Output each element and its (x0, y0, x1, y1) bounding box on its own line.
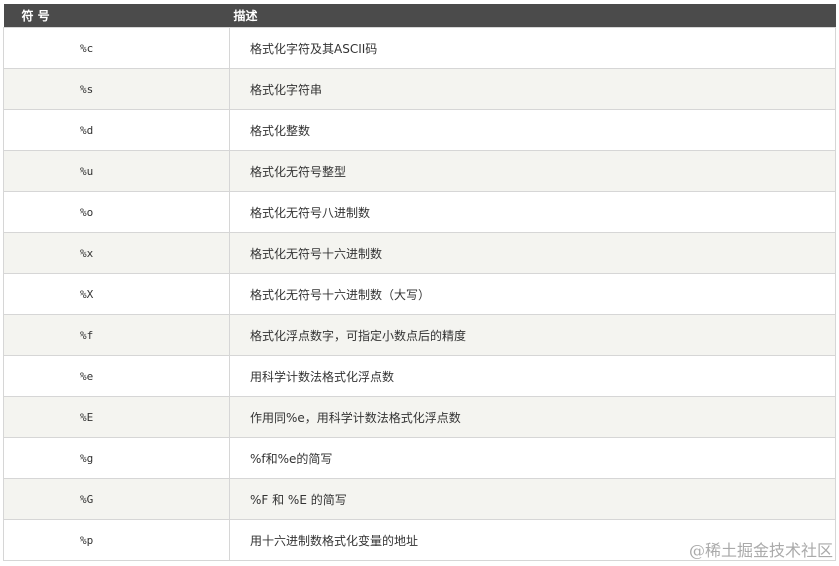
symbol-cell: %p (3, 519, 230, 561)
table-row: %e 用科学计数法格式化浮点数 (3, 355, 836, 397)
table-row: %g %f和%e的简写 (3, 437, 836, 479)
table-row: %G %F 和 %E 的简写 (3, 478, 836, 520)
description-cell: 格式化浮点数字，可指定小数点后的精度 (229, 314, 836, 356)
description-cell: 用科学计数法格式化浮点数 (229, 355, 836, 397)
symbol-cell: %x (3, 232, 230, 274)
description-cell: 作用同%e，用科学计数法格式化浮点数 (229, 396, 836, 438)
symbol-cell: %e (3, 355, 230, 397)
watermark: @稀土掘金技术社区 (688, 541, 833, 560)
table-row: %o 格式化无符号八进制数 (3, 191, 836, 233)
description-cell: 格式化整数 (229, 109, 836, 151)
description-cell: 格式化字符及其ASCII码 (229, 27, 836, 69)
table-row: %f 格式化浮点数字，可指定小数点后的精度 (3, 314, 836, 356)
symbol-cell: %E (3, 396, 230, 438)
symbol-cell: %c (3, 27, 230, 69)
description-cell: 用十六进制数格式化变量的地址 (229, 519, 836, 561)
table-row: %E 作用同%e，用科学计数法格式化浮点数 (3, 396, 836, 438)
description-cell: %F 和 %E 的简写 (229, 478, 836, 520)
format-specifier-table: 符 号 描述 %c 格式化字符及其ASCII码 %s 格式化字符串 %d 格式化整数 %u 格… (3, 4, 836, 561)
description-cell: 格式化无符号十六进制数（大写） (229, 273, 836, 315)
description-cell: 格式化无符号八进制数 (229, 191, 836, 233)
header-symbol: 符 号 (3, 4, 230, 28)
symbol-cell: %s (3, 68, 230, 110)
description-cell: 格式化无符号十六进制数 (229, 232, 836, 274)
description-cell: %f和%e的简写 (229, 437, 836, 479)
table-header: 符 号 描述 (3, 4, 836, 28)
symbol-cell: %f (3, 314, 230, 356)
symbol-cell: %u (3, 150, 230, 192)
symbol-cell: %d (3, 109, 230, 151)
table-row: %X 格式化无符号十六进制数（大写） (3, 273, 836, 315)
table-row: %x 格式化无符号十六进制数 (3, 232, 836, 274)
table-row: %u 格式化无符号整型 (3, 150, 836, 192)
table-row: %s 格式化字符串 (3, 68, 836, 110)
symbol-cell: %o (3, 191, 230, 233)
header-description: 描述 (229, 4, 836, 28)
table-row: %d 格式化整数 (3, 109, 836, 151)
description-cell: 格式化无符号整型 (229, 150, 836, 192)
description-cell: 格式化字符串 (229, 68, 836, 110)
table-row: %c 格式化字符及其ASCII码 (3, 27, 836, 69)
symbol-cell: %g (3, 437, 230, 479)
symbol-cell: %G (3, 478, 230, 520)
symbol-cell: %X (3, 273, 230, 315)
table-row: %p 用十六进制数格式化变量的地址 (3, 519, 836, 561)
